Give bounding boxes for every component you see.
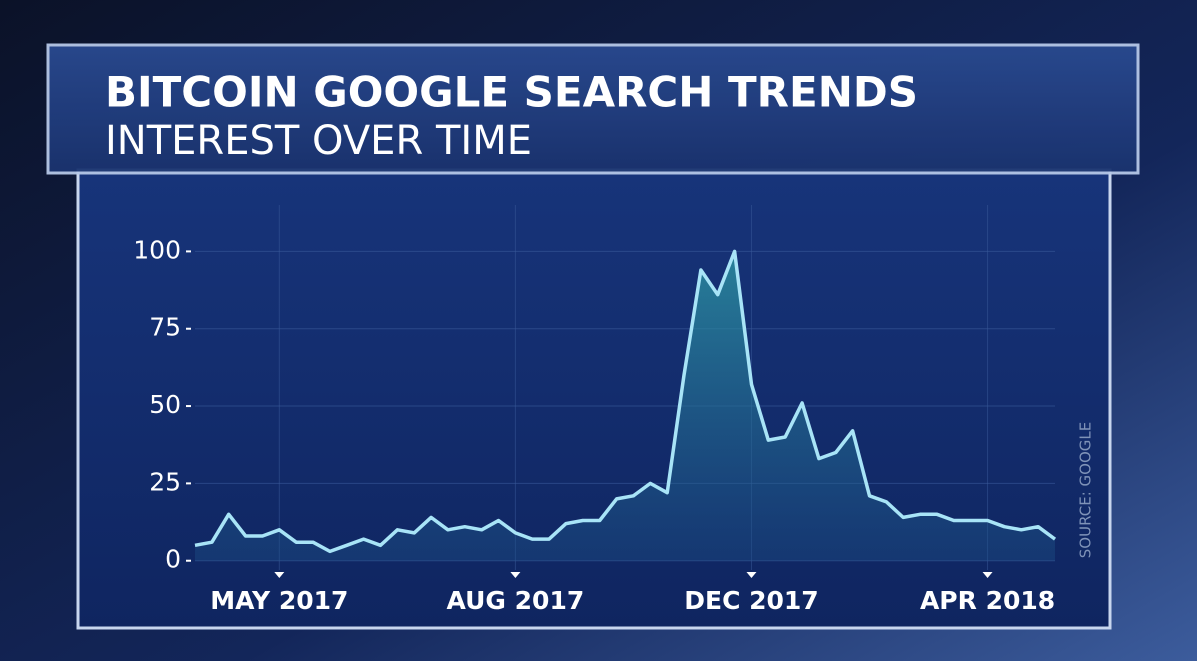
source-note: SOURCE: GOOGLE (1077, 422, 1095, 558)
y-tick-label: 25 (149, 467, 181, 496)
y-tick-label: 100 (133, 235, 181, 264)
x-tick-label: AUG 2017 (447, 586, 585, 615)
y-tick-label: 75 (149, 313, 181, 342)
x-tick-mark (510, 572, 521, 578)
line (194, 249, 1057, 554)
chart-subtitle: INTEREST OVER TIME (105, 118, 532, 164)
chart-title: BITCOIN GOOGLE SEARCH TRENDS (105, 68, 918, 117)
x-tick-mark (746, 572, 757, 578)
area (195, 251, 1055, 561)
title-panel (46, 43, 1140, 175)
x-tick-mark (274, 572, 285, 578)
plot: 0 25 50 75 100 MAY 2017 AUG 2017 DEC 2017 APR 20… (133, 205, 1057, 615)
x-tick-label: DEC 2017 (684, 586, 818, 615)
y-tick-label: 50 (149, 390, 181, 419)
x-tick-label: MAY 2017 (210, 586, 348, 615)
x-tick-label: APR 2018 (920, 586, 1055, 615)
x-tick-mark (982, 572, 993, 578)
y-tick-label: 0 (165, 545, 181, 574)
